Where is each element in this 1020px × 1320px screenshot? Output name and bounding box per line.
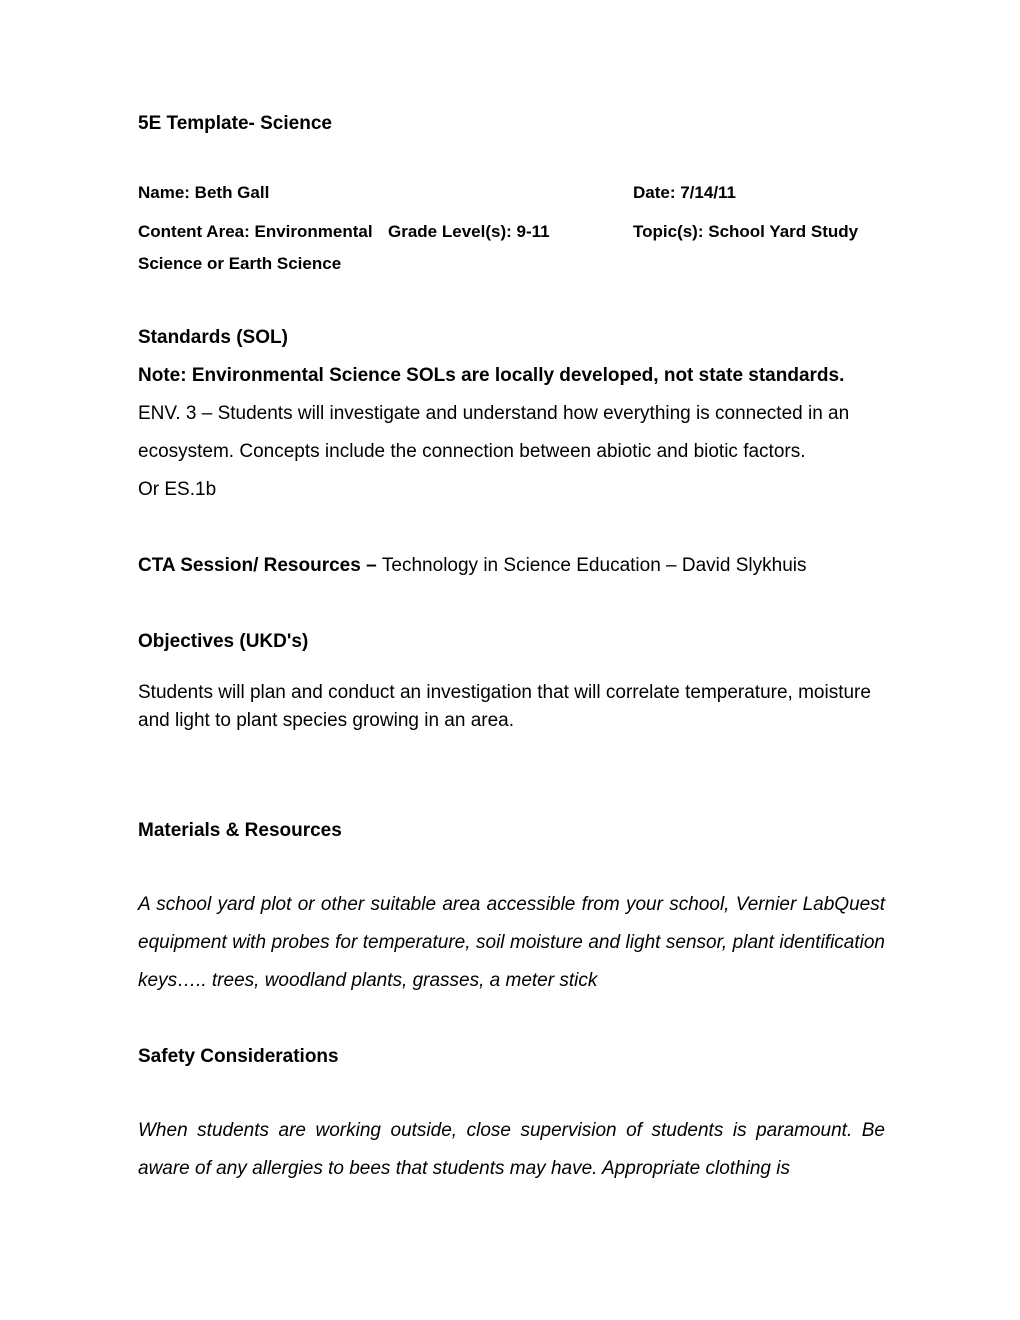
topic-field: Topic(s): School Yard Study bbox=[633, 216, 858, 279]
grade-level-field: Grade Level(s): 9-11 bbox=[388, 216, 633, 279]
cta-label: CTA Session/ Resources – bbox=[138, 555, 382, 576]
info-table: Name: Beth Gall Date: 7/14/11 Content Ar… bbox=[138, 177, 885, 279]
info-row-2: Content Area: Environmental Science or E… bbox=[138, 216, 885, 279]
standards-body: ENV. 3 – Students will investigate and u… bbox=[138, 395, 885, 471]
standards-or: Or ES.1b bbox=[138, 471, 885, 509]
info-row-1: Name: Beth Gall Date: 7/14/11 bbox=[138, 177, 885, 208]
objectives-heading: Objectives (UKD's) bbox=[138, 623, 885, 661]
standards-note: Note: Environmental Science SOLs are loc… bbox=[138, 357, 885, 395]
cta-text: Technology in Science Education – David … bbox=[382, 555, 807, 576]
cta-line: CTA Session/ Resources – Technology in S… bbox=[138, 547, 885, 585]
safety-text: When students are working outside, close… bbox=[138, 1112, 885, 1188]
date-field: Date: 7/14/11 bbox=[633, 177, 736, 208]
materials-heading: Materials & Resources bbox=[138, 812, 885, 850]
name-field: Name: Beth Gall bbox=[138, 177, 633, 208]
materials-text: A school yard plot or other suitable are… bbox=[138, 886, 885, 1000]
standards-heading: Standards (SOL) bbox=[138, 319, 885, 357]
safety-heading: Safety Considerations bbox=[138, 1038, 885, 1076]
objectives-text: Students will plan and conduct an invest… bbox=[138, 679, 885, 734]
document-title: 5E Template- Science bbox=[138, 113, 885, 135]
content-area-field: Content Area: Environmental Science or E… bbox=[138, 216, 388, 279]
